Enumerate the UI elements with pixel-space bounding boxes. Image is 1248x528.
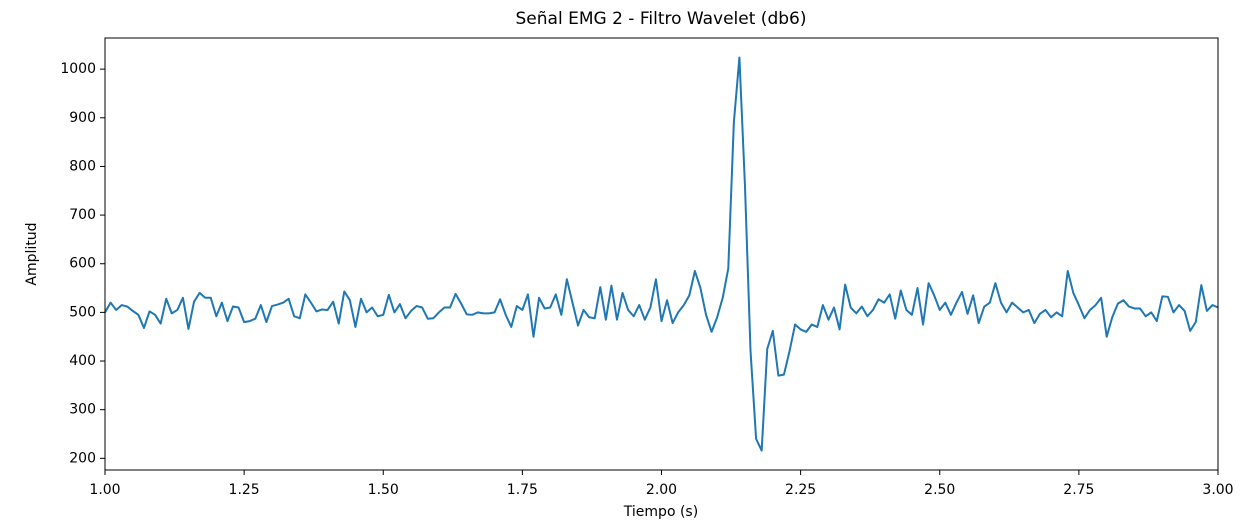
y-tick-label: 800 bbox=[69, 158, 96, 174]
chart-title: Señal EMG 2 - Filtro Wavelet (db6) bbox=[516, 9, 807, 29]
y-axis-label: Amplitud bbox=[24, 222, 40, 285]
y-tick-label: 200 bbox=[69, 450, 96, 466]
x-tick-label: 1.25 bbox=[229, 482, 260, 498]
x-tick-label: 2.75 bbox=[1063, 482, 1094, 498]
y-tick-label: 600 bbox=[69, 256, 96, 272]
x-tick-label: 2.00 bbox=[646, 482, 677, 498]
y-tick-label: 900 bbox=[69, 110, 96, 126]
x-axis-label: Tiempo (s) bbox=[623, 504, 698, 520]
plot-frame bbox=[104, 37, 1219, 471]
x-tick-label: 1.00 bbox=[89, 482, 120, 498]
line-series bbox=[104, 56, 1219, 452]
y-tick-label: 300 bbox=[69, 402, 96, 418]
y-tick-label: 700 bbox=[69, 207, 96, 223]
x-tick-label: 1.50 bbox=[368, 482, 399, 498]
y-tick-label: 400 bbox=[69, 353, 96, 369]
x-tick-label: 2.25 bbox=[785, 482, 816, 498]
y-tick-label: 1000 bbox=[60, 61, 96, 77]
y-tick-label: 500 bbox=[69, 304, 96, 320]
x-tick-label: 3.00 bbox=[1202, 482, 1233, 498]
x-tick-label: 1.75 bbox=[507, 482, 538, 498]
x-tick-label: 2.50 bbox=[924, 482, 955, 498]
